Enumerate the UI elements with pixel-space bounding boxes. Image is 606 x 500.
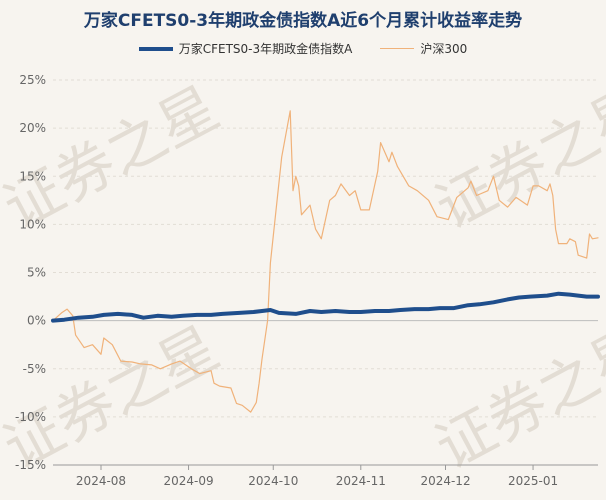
x-tick-label-3: 2024-11 (336, 474, 386, 488)
y-tick-label-0: 25% (19, 73, 46, 87)
legend-swatch-hs300 (380, 48, 415, 49)
chart-title: 万家CFETS0-3年期政金债指数A近6个月累计收益率走势 (83, 11, 523, 31)
legend-item-hs300[interactable]: 沪深300 (380, 40, 467, 57)
series-line-hs300 (52, 110, 599, 413)
y-tick-label-4: 5% (27, 266, 46, 280)
series-lines (51, 110, 600, 413)
y-tick-label-3: 10% (19, 217, 46, 231)
legend-item-fund[interactable]: 万家CFETS0-3年期政金债指数A (138, 40, 353, 57)
legend-swatch-fund (138, 46, 173, 51)
y-tick-label-8: -15% (15, 458, 46, 472)
x-tick-label-2: 2024-10 (248, 474, 298, 488)
x-axis: 2024-08 2024-09 2024-10 2024-11 2024-12 2025-… (53, 464, 598, 488)
y-tick-label-5: 0% (27, 314, 46, 328)
x-tick-label-0: 2024-08 (76, 474, 126, 488)
y-axis: 25% 20% 15% 10% 5% 0% -5% -10% -15% (15, 73, 46, 472)
y-tick-label-2: 15% (19, 169, 46, 183)
legend-label-fund: 万家CFETS0-3年期政金债指数A (178, 42, 353, 56)
x-tick-label-5: 2025-01 (508, 474, 558, 488)
series-line-fund (51, 291, 600, 323)
x-tick-label-1: 2024-09 (163, 474, 213, 488)
watermark-text-2: 证券之星 (425, 73, 606, 242)
y-tick-label-1: 20% (19, 121, 46, 135)
x-tick-label-4: 2024-12 (420, 474, 470, 488)
watermark-text-4: 证券之星 (425, 313, 606, 482)
legend-label-hs300: 沪深300 (420, 42, 468, 56)
watermark: 证券之星 证券之星 证券之星 证券之星 (0, 73, 606, 482)
y-tick-label-6: -5% (23, 362, 46, 376)
legend: 万家CFETS0-3年期政金债指数A 沪深300 (0, 40, 606, 57)
y-tick-label-7: -10% (15, 410, 46, 424)
